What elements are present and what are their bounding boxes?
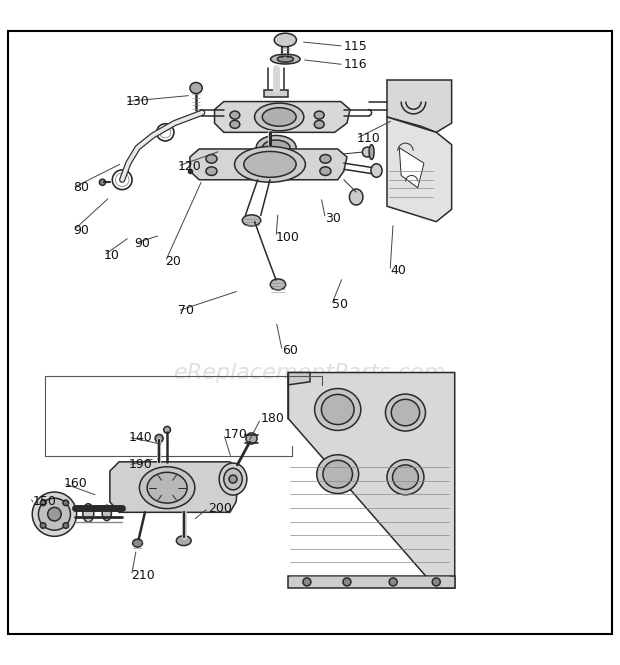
Text: 90: 90 <box>73 224 89 237</box>
Text: 120: 120 <box>177 160 202 173</box>
Polygon shape <box>387 117 451 221</box>
Ellipse shape <box>102 505 112 521</box>
Ellipse shape <box>244 152 296 178</box>
Text: 100: 100 <box>276 231 300 243</box>
Ellipse shape <box>262 140 290 156</box>
Ellipse shape <box>314 111 324 119</box>
Ellipse shape <box>164 426 170 433</box>
Text: 80: 80 <box>73 182 89 194</box>
Text: 20: 20 <box>166 255 181 268</box>
Text: eReplacementParts.com: eReplacementParts.com <box>174 362 446 382</box>
Ellipse shape <box>432 578 440 586</box>
Polygon shape <box>264 90 288 97</box>
Text: 210: 210 <box>131 569 155 583</box>
Ellipse shape <box>246 433 257 444</box>
Ellipse shape <box>99 179 105 186</box>
Text: 10: 10 <box>104 249 120 262</box>
Ellipse shape <box>256 136 296 160</box>
Ellipse shape <box>40 500 46 505</box>
Text: 115: 115 <box>344 40 368 53</box>
Text: 150: 150 <box>33 495 57 508</box>
Ellipse shape <box>230 120 240 128</box>
Polygon shape <box>215 102 350 132</box>
Ellipse shape <box>391 399 420 426</box>
Text: 180: 180 <box>261 412 285 425</box>
Polygon shape <box>190 149 347 180</box>
Ellipse shape <box>140 467 195 509</box>
Text: 50: 50 <box>332 299 348 311</box>
Ellipse shape <box>38 498 71 530</box>
Ellipse shape <box>32 492 77 537</box>
Text: 40: 40 <box>390 265 406 277</box>
Ellipse shape <box>262 108 296 126</box>
Ellipse shape <box>40 523 46 528</box>
Ellipse shape <box>230 111 240 119</box>
Ellipse shape <box>362 147 372 157</box>
Ellipse shape <box>277 56 293 62</box>
Ellipse shape <box>371 164 382 178</box>
Ellipse shape <box>320 167 331 176</box>
Ellipse shape <box>190 82 202 94</box>
Text: 160: 160 <box>64 477 87 490</box>
Ellipse shape <box>270 279 286 290</box>
Ellipse shape <box>343 578 351 586</box>
Ellipse shape <box>155 434 163 442</box>
Ellipse shape <box>229 475 237 483</box>
Ellipse shape <box>314 388 361 430</box>
Text: 30: 30 <box>326 212 341 225</box>
Ellipse shape <box>321 394 354 424</box>
Text: 170: 170 <box>224 428 247 441</box>
Ellipse shape <box>147 472 187 503</box>
Ellipse shape <box>176 536 191 545</box>
Ellipse shape <box>323 460 353 488</box>
Ellipse shape <box>82 503 94 522</box>
Polygon shape <box>399 148 424 188</box>
Ellipse shape <box>224 468 242 490</box>
Ellipse shape <box>219 463 247 495</box>
Ellipse shape <box>392 465 418 489</box>
Text: 110: 110 <box>356 132 380 145</box>
Ellipse shape <box>387 460 424 495</box>
Ellipse shape <box>386 394 425 431</box>
Text: 200: 200 <box>208 501 232 515</box>
Polygon shape <box>288 372 310 385</box>
Ellipse shape <box>369 145 374 160</box>
Ellipse shape <box>317 455 358 493</box>
Text: 140: 140 <box>128 431 152 444</box>
Ellipse shape <box>206 154 217 163</box>
Polygon shape <box>387 80 451 132</box>
Ellipse shape <box>63 500 69 505</box>
Ellipse shape <box>270 54 300 64</box>
Ellipse shape <box>48 507 61 521</box>
Polygon shape <box>110 462 239 512</box>
Polygon shape <box>288 576 454 588</box>
Ellipse shape <box>389 578 397 586</box>
Ellipse shape <box>320 154 331 163</box>
Ellipse shape <box>255 103 304 131</box>
Text: 70: 70 <box>177 305 193 317</box>
Text: 90: 90 <box>135 237 151 249</box>
Ellipse shape <box>63 523 69 528</box>
Ellipse shape <box>206 167 217 176</box>
Ellipse shape <box>350 189 363 205</box>
Ellipse shape <box>303 578 311 586</box>
Ellipse shape <box>314 120 324 128</box>
Ellipse shape <box>274 33 296 47</box>
Text: 60: 60 <box>282 344 298 358</box>
Ellipse shape <box>242 215 261 226</box>
Ellipse shape <box>234 146 306 182</box>
Text: 130: 130 <box>125 95 149 108</box>
Text: 116: 116 <box>344 58 368 71</box>
Polygon shape <box>288 372 454 588</box>
Ellipse shape <box>133 539 143 547</box>
Text: 190: 190 <box>128 458 152 471</box>
